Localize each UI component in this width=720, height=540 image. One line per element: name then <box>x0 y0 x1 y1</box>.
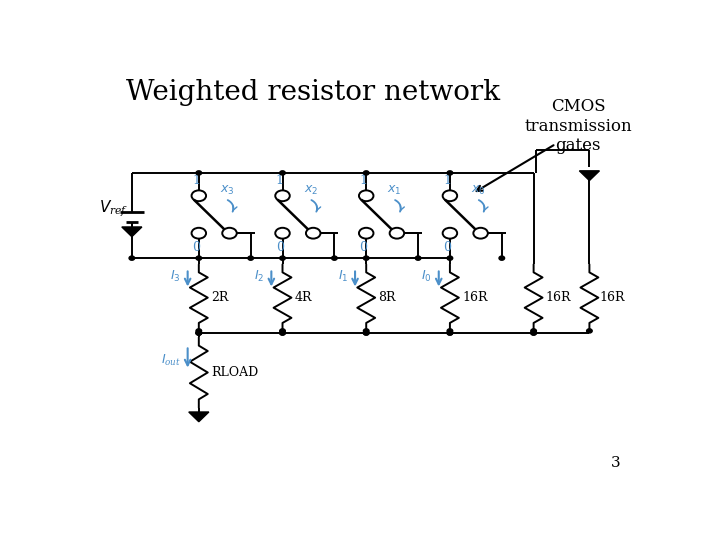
Text: 16R: 16R <box>546 291 572 304</box>
Circle shape <box>196 329 202 333</box>
Circle shape <box>499 256 505 260</box>
Circle shape <box>447 329 453 333</box>
Text: 0: 0 <box>443 241 451 254</box>
Text: $I_3$: $I_3$ <box>171 269 181 285</box>
Text: 0: 0 <box>276 241 284 254</box>
Circle shape <box>415 256 421 260</box>
Text: 1: 1 <box>192 174 200 187</box>
Circle shape <box>364 331 369 335</box>
Circle shape <box>279 331 285 335</box>
Text: 1: 1 <box>276 174 284 187</box>
Circle shape <box>587 329 593 333</box>
Circle shape <box>364 171 369 175</box>
Circle shape <box>447 331 453 335</box>
Circle shape <box>364 329 369 333</box>
Text: Weighted resistor network: Weighted resistor network <box>126 79 500 106</box>
Circle shape <box>279 171 285 175</box>
Circle shape <box>364 331 369 335</box>
Text: RLOAD: RLOAD <box>211 366 258 379</box>
Circle shape <box>248 256 253 260</box>
Text: $I_2$: $I_2$ <box>254 269 265 285</box>
Circle shape <box>531 331 536 335</box>
Text: 16R: 16R <box>462 291 487 304</box>
Text: $x_2$: $x_2$ <box>304 184 318 197</box>
Text: 8R: 8R <box>379 291 396 304</box>
Text: 1: 1 <box>443 174 451 187</box>
Circle shape <box>447 256 453 260</box>
Text: 3: 3 <box>611 456 620 470</box>
Circle shape <box>196 331 202 335</box>
Text: $I_{\mathregular{out}}$: $I_{\mathregular{out}}$ <box>161 353 181 368</box>
Circle shape <box>531 329 536 333</box>
Text: $I_1$: $I_1$ <box>338 269 348 285</box>
Text: $I_0$: $I_0$ <box>421 269 432 285</box>
Polygon shape <box>580 171 600 180</box>
Text: 1: 1 <box>359 174 367 187</box>
Circle shape <box>196 331 202 335</box>
Circle shape <box>129 256 135 260</box>
Text: $x_0$: $x_0$ <box>471 184 486 197</box>
Circle shape <box>279 256 285 260</box>
Circle shape <box>196 171 202 175</box>
Text: 4R: 4R <box>294 291 312 304</box>
Circle shape <box>447 331 453 335</box>
Text: 0: 0 <box>359 241 367 254</box>
Text: 16R: 16R <box>600 291 625 304</box>
Text: $x_1$: $x_1$ <box>387 184 402 197</box>
Circle shape <box>447 171 453 175</box>
Circle shape <box>196 331 202 335</box>
Circle shape <box>279 329 285 333</box>
Circle shape <box>332 256 337 260</box>
Text: $x_3$: $x_3$ <box>220 184 235 197</box>
Text: 2R: 2R <box>211 291 228 304</box>
Polygon shape <box>189 412 209 422</box>
Circle shape <box>196 256 202 260</box>
Text: CMOS
transmission
gates: CMOS transmission gates <box>524 98 632 154</box>
Text: 0: 0 <box>192 241 200 254</box>
Circle shape <box>531 331 536 335</box>
Circle shape <box>364 256 369 260</box>
Circle shape <box>279 331 285 335</box>
Text: $V_{\mathregular{ref}}$: $V_{\mathregular{ref}}$ <box>99 198 128 219</box>
Polygon shape <box>122 227 142 237</box>
